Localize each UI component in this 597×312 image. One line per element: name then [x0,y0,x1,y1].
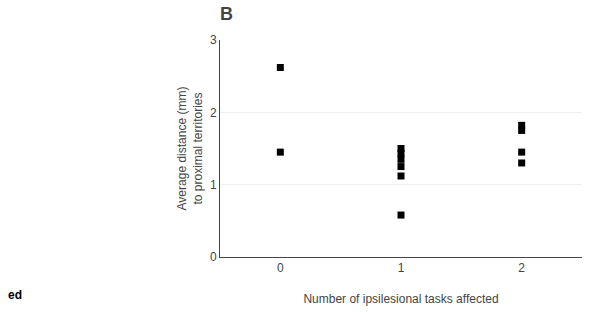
svg-text:0: 0 [210,250,217,264]
svg-text:1: 1 [398,261,405,275]
svg-text:Number of ipsilesional tasks a: Number of ipsilesional tasks affected [303,292,498,306]
svg-text:ed: ed [8,288,22,302]
svg-text:2: 2 [518,261,525,275]
svg-text:2: 2 [210,106,217,120]
svg-text:0: 0 [277,261,284,275]
svg-text:3: 3 [210,33,217,47]
svg-text:1: 1 [210,178,217,192]
svg-text:Average distance (mm)to proxim: Average distance (mm)to proximal territo… [175,87,205,211]
svg-text:B: B [220,4,233,24]
